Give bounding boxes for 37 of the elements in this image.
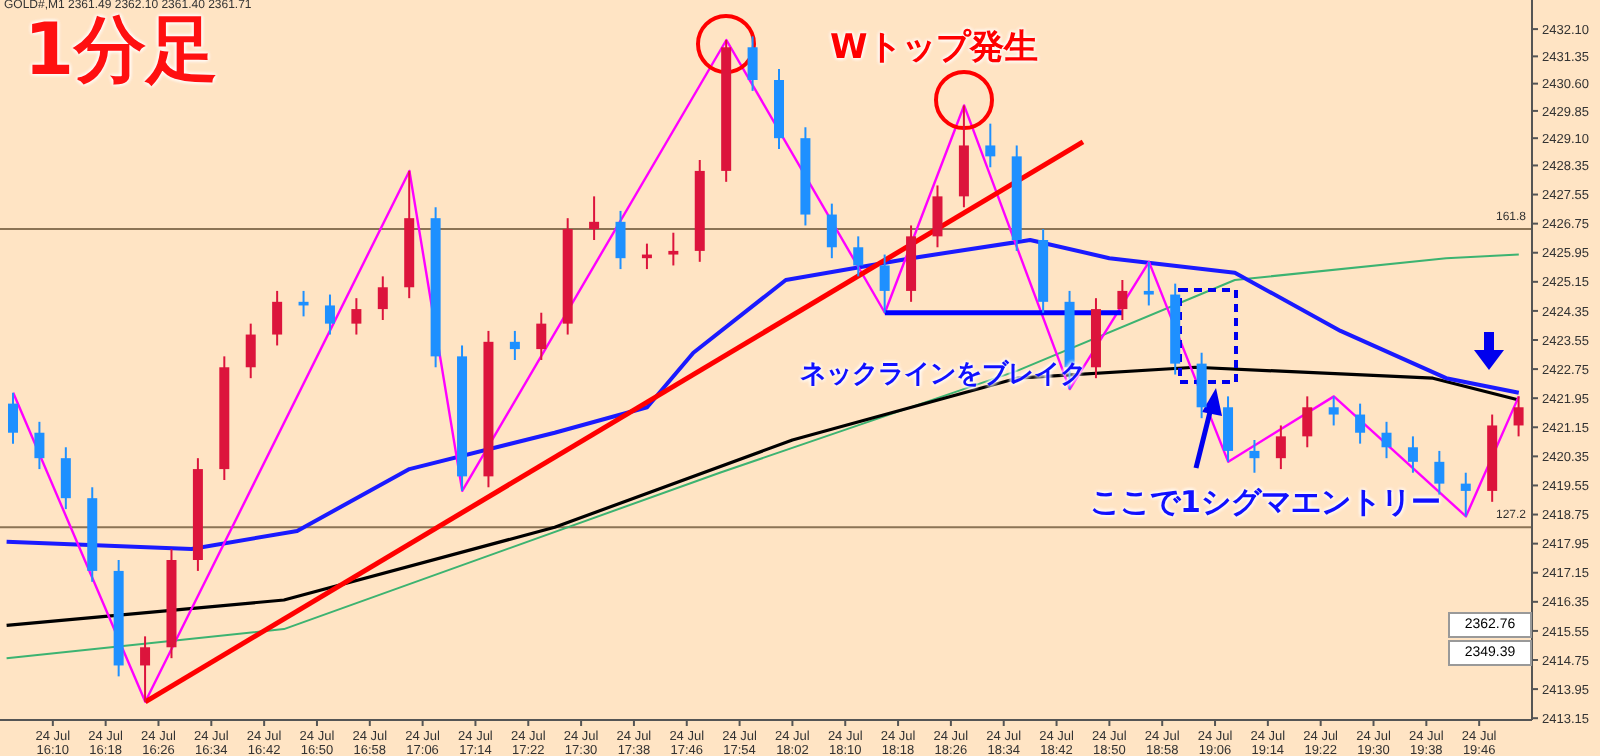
candlestick bbox=[1196, 351, 1207, 420]
candlestick bbox=[1275, 424, 1286, 471]
candlestick bbox=[1302, 395, 1313, 449]
candlestick bbox=[509, 329, 520, 361]
candlestick bbox=[60, 446, 71, 511]
candlestick bbox=[589, 195, 600, 241]
candlestick bbox=[1328, 395, 1339, 427]
candlestick bbox=[34, 420, 45, 471]
candlestick bbox=[1143, 260, 1154, 307]
candlestick bbox=[272, 289, 283, 347]
chart-title: 1分足 bbox=[24, 10, 219, 92]
candlestick bbox=[1249, 439, 1260, 474]
candlestick bbox=[1223, 395, 1234, 463]
candlestick bbox=[1460, 471, 1471, 518]
candlestick bbox=[615, 209, 626, 271]
candlestick bbox=[932, 184, 943, 249]
candlestick bbox=[826, 202, 837, 260]
candlestick bbox=[140, 635, 151, 703]
candlestick bbox=[377, 275, 388, 321]
candlestick bbox=[324, 293, 335, 336]
candlestick bbox=[1434, 449, 1445, 496]
candlestick bbox=[879, 253, 890, 314]
candlestick bbox=[351, 297, 362, 336]
annotation: ここで1シグマエントリー bbox=[1090, 484, 1441, 522]
candlestick bbox=[536, 311, 547, 361]
candlestick bbox=[1381, 420, 1392, 460]
candlestick bbox=[668, 231, 679, 267]
candlestick bbox=[1117, 279, 1128, 321]
candlestick bbox=[985, 122, 996, 169]
candlestick bbox=[1407, 435, 1418, 474]
candlestick bbox=[245, 322, 256, 380]
candlestick bbox=[1355, 402, 1366, 445]
candlestick bbox=[8, 391, 18, 445]
candlestick bbox=[747, 35, 758, 92]
candlestick bbox=[853, 235, 864, 278]
annotation: Wトップ発生 bbox=[830, 26, 1038, 70]
candlestick bbox=[1513, 395, 1524, 438]
